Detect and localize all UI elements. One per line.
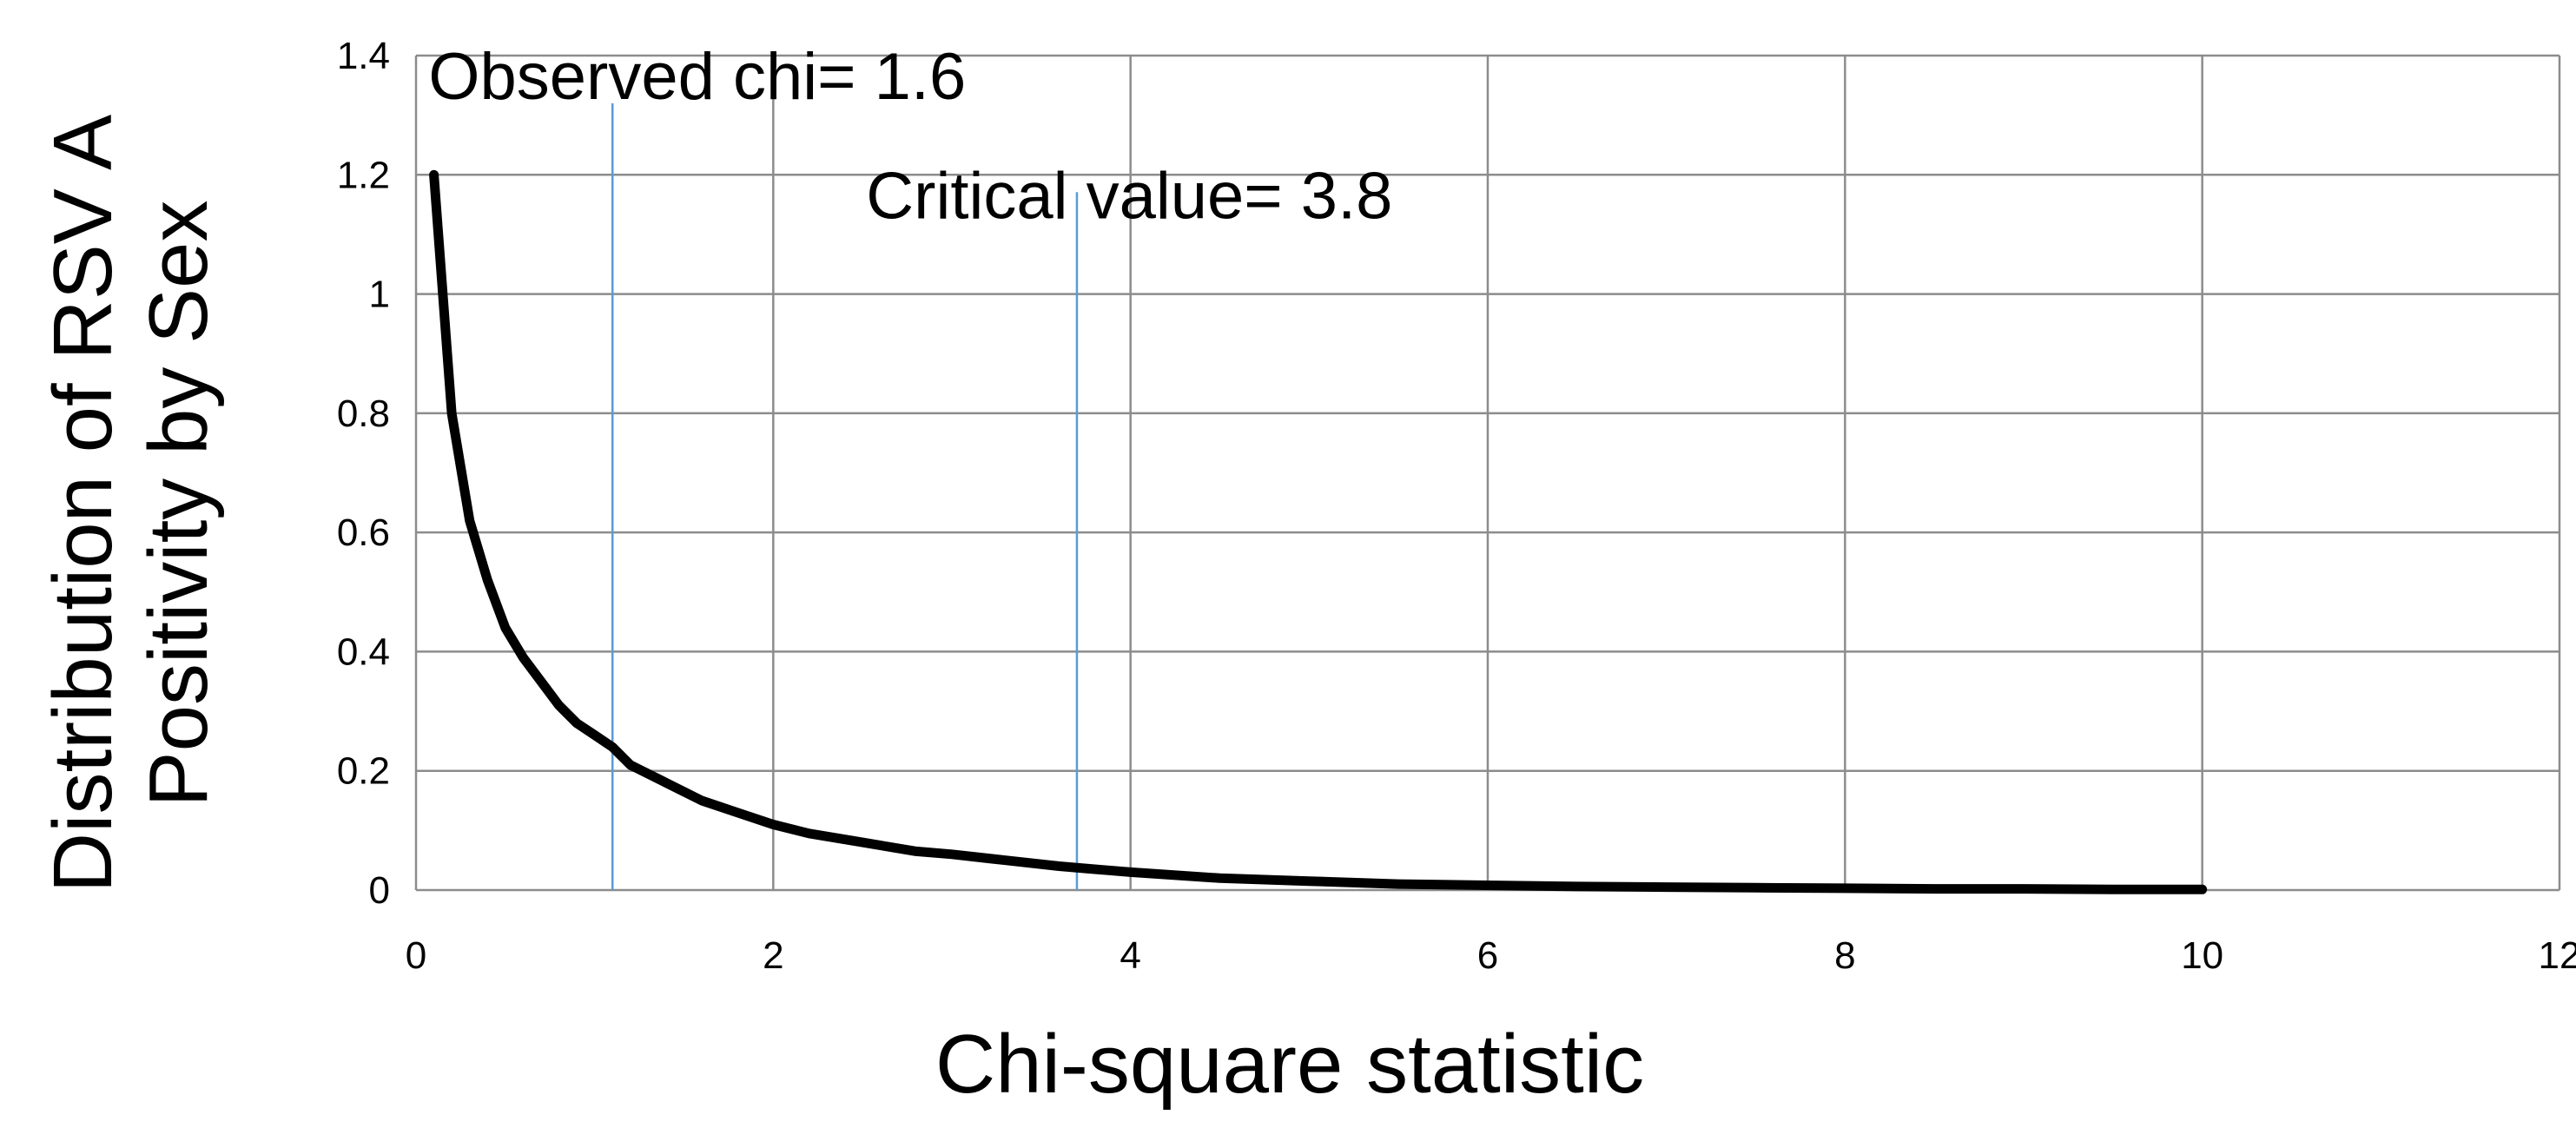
y-tick-label: 1 (369, 274, 390, 316)
y-tick-label: 0.2 (337, 750, 390, 793)
y-tick-label: 1.4 (337, 35, 390, 77)
x-tick-label: 0 (406, 934, 426, 977)
annotation-label: Observed chi= 1.6 (428, 40, 966, 114)
x-axis-title: Chi-square statistic (935, 1018, 1644, 1111)
x-tick-label: 8 (1834, 934, 1855, 977)
series-line (429, 169, 2208, 894)
x-tick-label: 6 (1477, 934, 1498, 977)
y-tick-label: 0 (369, 869, 390, 912)
x-tick-label: 4 (1120, 934, 1140, 977)
x-tick-labels: 0 2 4 6 8 10 12 (406, 934, 2576, 977)
x-tick-label: 2 (763, 934, 783, 977)
annotations: Observed chi= 1.6 Critical value= 3.8 (428, 40, 1392, 233)
y-axis-title-line-1: Distribution of RSV A (36, 115, 129, 893)
y-tick-label: 0.6 (337, 511, 390, 554)
series-layer (429, 169, 2208, 894)
y-tick-label: 0.4 (337, 630, 390, 673)
annotation-label: Critical value= 3.8 (866, 159, 1392, 233)
y-tick-label: 1.2 (337, 154, 390, 196)
y-axis-title: Distribution of RSV A Positivity by Sex (36, 115, 225, 893)
x-tick-label: 10 (2181, 934, 2223, 977)
gridlines (414, 54, 2561, 892)
y-tick-labels: 0 0.2 0.4 0.6 0.8 1 1.2 1.4 (337, 35, 390, 912)
y-axis-title-line-2: Positivity by Sex (132, 201, 225, 808)
reference-lines (611, 103, 1079, 890)
y-tick-label: 0.8 (337, 392, 390, 435)
x-tick-label: 12 (2539, 934, 2576, 977)
